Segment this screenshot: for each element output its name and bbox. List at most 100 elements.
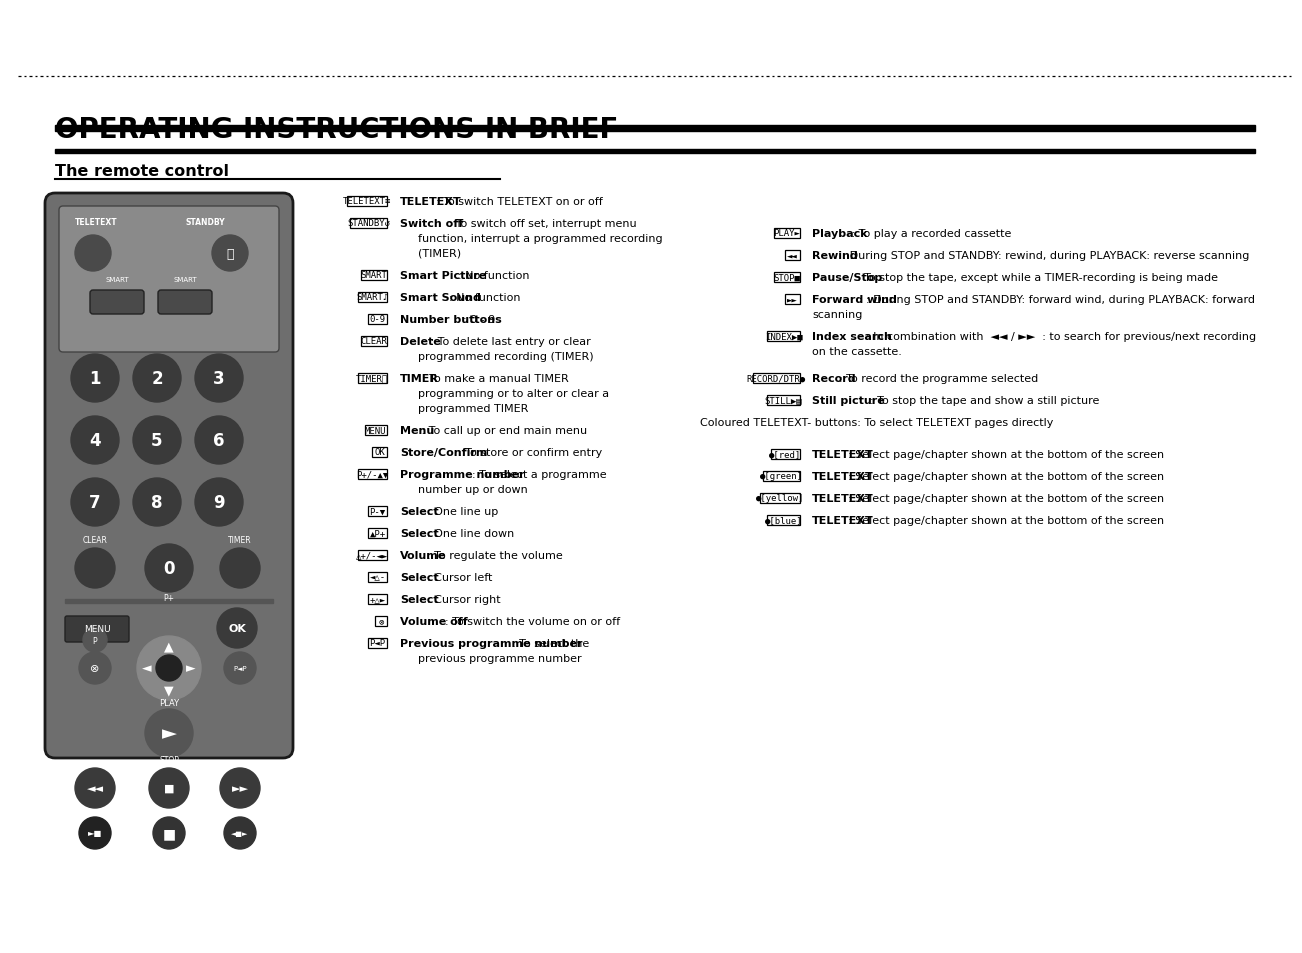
Text: P: P — [92, 636, 98, 645]
Text: P+/-▲▼: P+/-▲▼ — [357, 470, 388, 479]
Text: STILL: STILL — [230, 809, 249, 815]
FancyBboxPatch shape — [375, 617, 387, 626]
FancyBboxPatch shape — [368, 507, 387, 517]
FancyBboxPatch shape — [368, 573, 387, 582]
Text: ●[green]: ●[green] — [760, 472, 803, 481]
Circle shape — [133, 478, 181, 526]
Text: TELETEXT: TELETEXT — [812, 450, 874, 459]
FancyBboxPatch shape — [59, 207, 279, 353]
Text: Menu: Menu — [400, 426, 435, 436]
Text: 5: 5 — [151, 432, 163, 450]
Text: Index search: Index search — [812, 332, 892, 341]
Circle shape — [224, 652, 256, 684]
Text: ◄■►: ◄■► — [232, 830, 249, 836]
Text: OPERATING INSTRUCTIONS IN BRIEF: OPERATING INSTRUCTIONS IN BRIEF — [55, 116, 618, 144]
Text: Delete: Delete — [400, 336, 441, 347]
Circle shape — [156, 656, 182, 681]
Text: TIMER: TIMER — [400, 374, 439, 384]
Circle shape — [220, 548, 260, 588]
FancyBboxPatch shape — [65, 617, 129, 642]
Text: ◄△-: ◄△- — [370, 573, 385, 582]
Text: 6: 6 — [214, 432, 225, 450]
FancyBboxPatch shape — [368, 639, 387, 648]
Text: ◄◄: ◄◄ — [786, 252, 798, 260]
FancyBboxPatch shape — [785, 251, 799, 260]
Bar — [55, 150, 1255, 153]
Circle shape — [79, 817, 111, 849]
Text: P-▼: P-▼ — [370, 507, 385, 516]
Text: The remote control: The remote control — [55, 164, 229, 179]
Text: ◄◄: ◄◄ — [86, 783, 103, 793]
Text: : To call up or end main menu: : To call up or end main menu — [418, 426, 587, 436]
Text: : To stop the tape, except while a TIMER-recording is being made: : To stop the tape, except while a TIMER… — [857, 273, 1217, 283]
Text: P◄P: P◄P — [370, 639, 385, 648]
FancyBboxPatch shape — [771, 450, 799, 459]
Circle shape — [79, 652, 111, 684]
Text: : Select page/chapter shown at the bottom of the screen: : Select page/chapter shown at the botto… — [848, 450, 1164, 459]
Text: previous programme number: previous programme number — [418, 654, 582, 663]
FancyBboxPatch shape — [767, 395, 799, 405]
Text: STILL▶▤: STILL▶▤ — [764, 396, 802, 405]
Text: TIMER: TIMER — [228, 536, 251, 544]
Text: number up or down: number up or down — [418, 484, 527, 495]
Circle shape — [154, 817, 185, 849]
Circle shape — [195, 355, 243, 402]
Text: ►: ► — [161, 723, 177, 742]
Text: STANDBY: STANDBY — [185, 218, 225, 227]
Text: : 0 - 9: : 0 - 9 — [462, 314, 495, 325]
FancyBboxPatch shape — [775, 229, 799, 238]
Text: Volume: Volume — [400, 551, 447, 560]
Text: : No function: : No function — [458, 271, 530, 281]
Text: Select: Select — [400, 506, 439, 517]
Text: ►■: ►■ — [87, 828, 102, 838]
Text: PLAY►: PLAY► — [773, 230, 801, 238]
Text: Record: Record — [812, 374, 855, 384]
Text: Programme number: Programme number — [400, 470, 525, 479]
Text: : To play a recorded cassette: : To play a recorded cassette — [848, 229, 1012, 239]
Text: ●[yellow]: ●[yellow] — [755, 494, 805, 503]
Text: TELETEXT: TELETEXT — [400, 196, 462, 207]
Circle shape — [83, 628, 107, 652]
Text: : To switch off set, interrupt menu: : To switch off set, interrupt menu — [445, 219, 637, 229]
Text: 3: 3 — [214, 370, 225, 388]
FancyBboxPatch shape — [775, 273, 799, 283]
Text: 7: 7 — [90, 494, 100, 512]
Text: : To switch the volume on or off: : To switch the volume on or off — [445, 617, 620, 626]
Text: : One line up: : One line up — [427, 506, 499, 517]
Text: TELETEXT: TELETEXT — [812, 494, 874, 503]
Text: Previous programme number: Previous programme number — [400, 639, 582, 648]
Circle shape — [76, 768, 115, 808]
Circle shape — [195, 478, 243, 526]
Text: : No function: : No function — [449, 293, 521, 303]
Text: TIMER⌛: TIMER⌛ — [357, 375, 388, 383]
Text: CLEAR: CLEAR — [82, 536, 108, 544]
FancyBboxPatch shape — [346, 197, 387, 207]
Text: SMART: SMART — [361, 272, 388, 280]
Text: ●[blue]: ●[blue] — [764, 516, 802, 525]
Text: ►►: ►► — [786, 295, 798, 304]
FancyBboxPatch shape — [368, 314, 387, 325]
FancyBboxPatch shape — [365, 426, 387, 436]
Circle shape — [137, 637, 201, 700]
FancyBboxPatch shape — [767, 516, 799, 525]
Bar — [55, 126, 1255, 132]
Text: INDEX: INDEX — [85, 809, 105, 815]
Circle shape — [76, 235, 111, 272]
Circle shape — [72, 416, 118, 464]
Text: ■: ■ — [164, 783, 174, 793]
Text: TELETEXT: TELETEXT — [76, 218, 117, 227]
Circle shape — [72, 355, 118, 402]
Text: OK: OK — [228, 623, 246, 634]
Text: PLAY: PLAY — [159, 699, 180, 707]
Text: Volume off: Volume off — [400, 617, 467, 626]
FancyBboxPatch shape — [361, 336, 387, 347]
Text: scanning: scanning — [812, 310, 862, 319]
Text: : To record the programme selected: : To record the programme selected — [838, 374, 1038, 384]
Text: : Select page/chapter shown at the bottom of the screen: : Select page/chapter shown at the botto… — [848, 472, 1164, 481]
Text: Select: Select — [400, 595, 439, 604]
Text: ▲: ▲ — [164, 639, 173, 653]
Text: ■: ■ — [163, 826, 176, 841]
Text: : To switch TELETEXT on or off: : To switch TELETEXT on or off — [436, 196, 603, 207]
FancyBboxPatch shape — [763, 472, 799, 481]
Text: Number buttons: Number buttons — [400, 314, 501, 325]
